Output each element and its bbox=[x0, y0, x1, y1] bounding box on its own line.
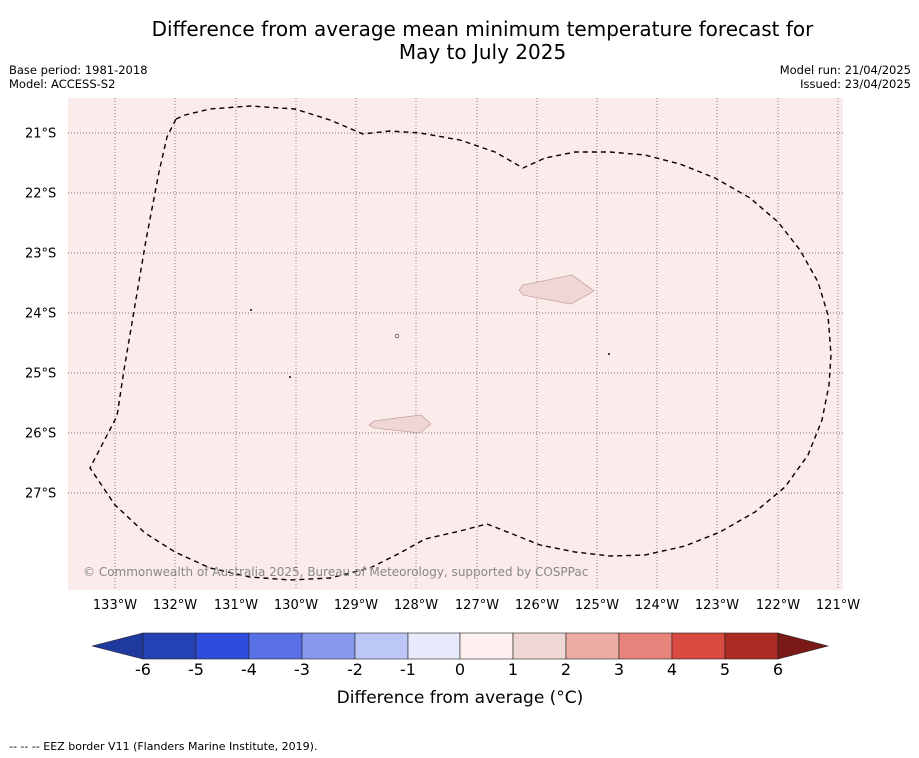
colorbar-bin bbox=[248, 632, 303, 660]
lat-label: 23°S bbox=[25, 246, 57, 262]
lon-label: 125°W bbox=[574, 598, 620, 613]
lat-label: 24°S bbox=[25, 306, 57, 322]
lon-label: 133°W bbox=[92, 598, 138, 613]
lon-label: 130°W bbox=[273, 598, 319, 613]
lat-label: 26°S bbox=[25, 426, 57, 442]
base-period: Base period: 1981-2018 bbox=[9, 63, 148, 77]
colorbar-tick: -3 bbox=[294, 660, 310, 679]
eez-border bbox=[89, 105, 832, 581]
colorbar-tick: 0 bbox=[454, 660, 466, 679]
lat-label: 21°S bbox=[25, 126, 57, 142]
lon-label: 127°W bbox=[454, 598, 500, 613]
colorbar-tick: -5 bbox=[188, 660, 204, 679]
lat-label: 22°S bbox=[25, 186, 57, 202]
colorbar-label: Difference from average (°C) bbox=[336, 688, 584, 708]
lon-label: 128°W bbox=[393, 598, 439, 613]
colorbar-bin bbox=[195, 632, 250, 660]
colorbar-tick: 3 bbox=[613, 660, 625, 679]
colorbar-extend-low bbox=[91, 632, 144, 660]
issued-date: Issued: 23/04/2025 bbox=[800, 77, 911, 91]
lon-label: 124°W bbox=[634, 598, 680, 613]
title-line-1: Difference from average mean minimum tem… bbox=[151, 17, 814, 41]
island-markers bbox=[249, 308, 611, 379]
model-run: Model run: 21/04/2025 bbox=[779, 63, 911, 77]
lon-label: 131°W bbox=[213, 598, 259, 613]
map-title: Difference from average mean minimum tem… bbox=[0, 18, 919, 64]
colorbar-tick: 6 bbox=[772, 660, 784, 679]
colorbar-tick: 2 bbox=[560, 660, 572, 679]
colorbar-bin bbox=[407, 632, 461, 660]
lon-label: 122°W bbox=[755, 598, 801, 613]
colorbar-tick: -6 bbox=[135, 660, 151, 679]
lon-label: 129°W bbox=[333, 598, 379, 613]
colorbar bbox=[91, 632, 830, 660]
colorbar-tick: 4 bbox=[666, 660, 678, 679]
colorbar-tick: -2 bbox=[347, 660, 363, 679]
colorbar-bin bbox=[301, 632, 356, 660]
map-area bbox=[68, 98, 843, 590]
meta-right: Model run: 21/04/2025 Issued: 23/04/2025 bbox=[780, 63, 911, 91]
colorbar-bin bbox=[512, 632, 567, 660]
lon-label: 126°W bbox=[514, 598, 560, 613]
lon-label: 123°W bbox=[694, 598, 740, 613]
title-line-2: May to July 2025 bbox=[398, 40, 567, 64]
latitude-gridlines bbox=[68, 132, 843, 494]
colorbar-tick: 1 bbox=[507, 660, 519, 679]
colorbar-bin bbox=[724, 632, 779, 660]
lat-label: 27°S bbox=[25, 486, 57, 502]
lon-label: 121°W bbox=[815, 598, 861, 613]
colorbar-tick: 5 bbox=[719, 660, 731, 679]
anomaly-patch-south bbox=[368, 414, 432, 434]
model-name: Model: ACCESS-S2 bbox=[9, 77, 116, 91]
colorbar-bin bbox=[459, 632, 514, 660]
colorbar-tick: -4 bbox=[241, 660, 257, 679]
colorbar-bin bbox=[354, 632, 409, 660]
lon-label: 132°W bbox=[152, 598, 198, 613]
colorbar-bin bbox=[618, 632, 673, 660]
meta-left: Base period: 1981-2018 Model: ACCESS-S2 bbox=[9, 63, 148, 91]
colorbar-bin bbox=[565, 632, 620, 660]
lat-label: 25°S bbox=[25, 366, 57, 382]
longitude-gridlines bbox=[114, 98, 839, 590]
colorbar-tick: -1 bbox=[400, 660, 416, 679]
colorbar-extend-high bbox=[777, 632, 830, 660]
anomaly-patch-east bbox=[518, 274, 595, 305]
copyright-notice: © Commonwealth of Australia 2025, Bureau… bbox=[83, 565, 589, 579]
colorbar-bin bbox=[142, 632, 197, 660]
eez-legend-note: -- -- -- EEZ border V11 (Flanders Marine… bbox=[9, 740, 318, 753]
colorbar-bin bbox=[671, 632, 726, 660]
